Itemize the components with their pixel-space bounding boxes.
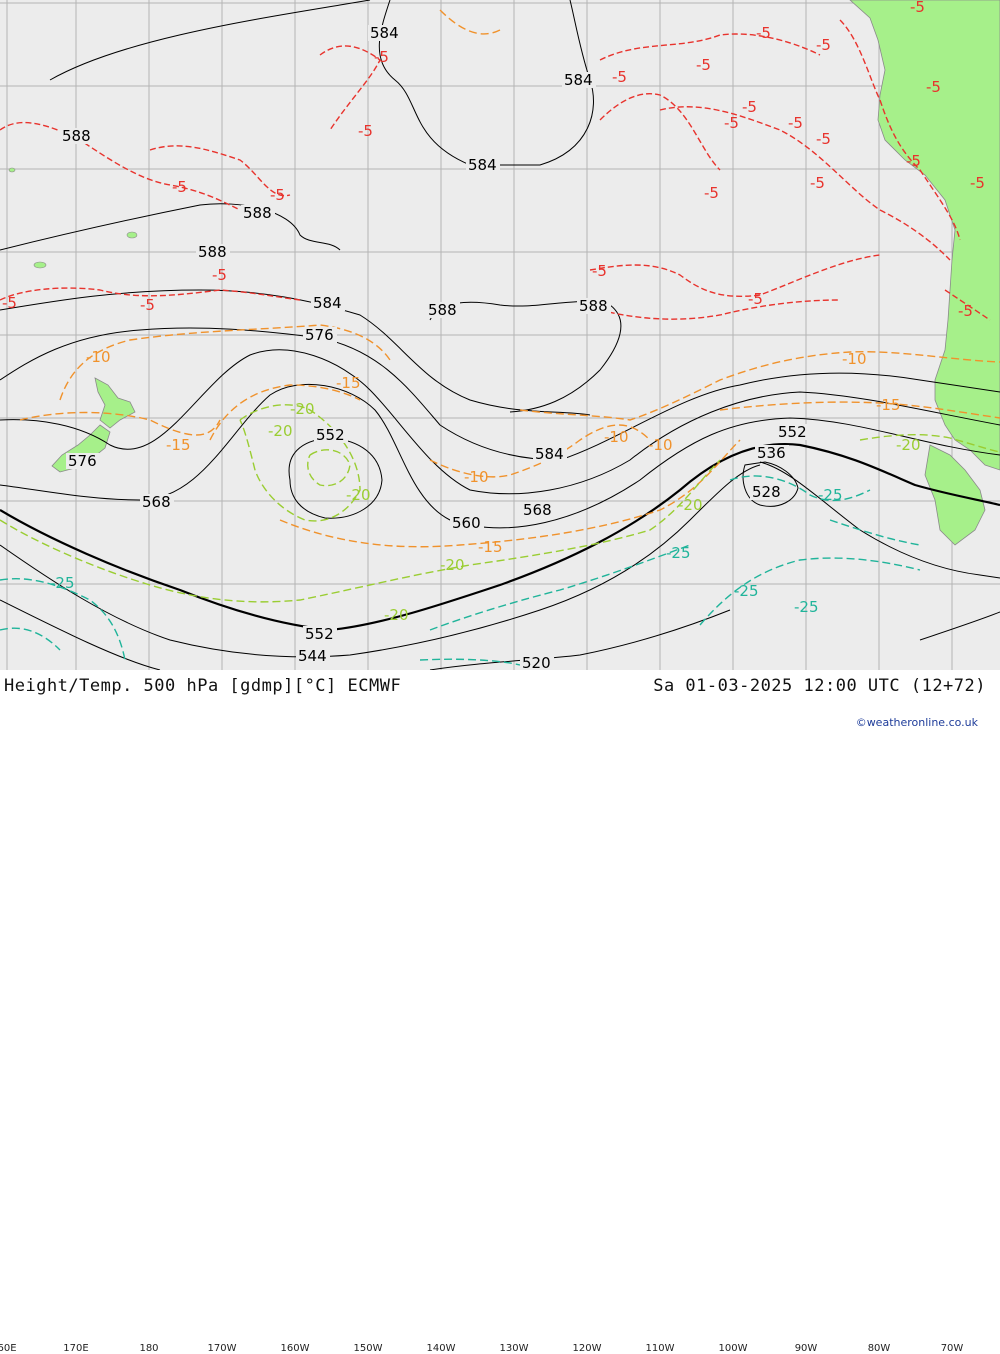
temperature-labels: -5 -5 -5 -5 -5 -5 -5 -5 -5 -5 -5 -5 -5 -…	[2, 0, 985, 624]
temp-label: -25	[666, 544, 691, 562]
longitude-label: 180	[139, 1343, 159, 1354]
temp-label: -5	[704, 184, 719, 202]
temp-label: -5	[810, 174, 825, 192]
temp-label: -5	[970, 174, 985, 192]
temp-label: -5	[270, 186, 285, 204]
temp-contours-minus25	[0, 475, 921, 666]
longitude-label: 90W	[794, 1343, 818, 1354]
height-label: 588	[579, 297, 608, 315]
temp-label: -20	[384, 606, 409, 624]
height-label: 576	[305, 326, 334, 344]
temp-contours-minus10-15	[19, 9, 1000, 548]
height-label: 584	[468, 156, 497, 174]
temp-label: -10	[464, 468, 489, 486]
longitude-label: 110W	[645, 1343, 675, 1354]
credit-link[interactable]: ©weatheronline.co.uk	[855, 716, 978, 729]
temp-label: -15	[478, 538, 503, 556]
temp-label: -20	[896, 436, 921, 454]
height-label: 584	[313, 294, 342, 312]
temp-label: -10	[604, 428, 629, 446]
height-label: 584	[564, 71, 593, 89]
longitude-label: 80W	[867, 1343, 891, 1354]
temp-label: -5	[374, 48, 389, 66]
temp-label: -5	[748, 290, 763, 308]
longitude-label: 70W	[940, 1343, 964, 1354]
longitude-label: 60E	[0, 1343, 17, 1354]
temp-label: -25	[818, 486, 843, 504]
height-label: 588	[243, 204, 272, 222]
temp-label: -5	[592, 262, 607, 280]
south-america-land	[849, 0, 1000, 471]
temp-label: -25	[734, 582, 759, 600]
height-label: 568	[523, 501, 552, 519]
temp-label: -10	[86, 348, 111, 366]
lat-lon-grid	[0, 0, 1000, 670]
height-label: 544	[298, 647, 327, 665]
pacific-islands	[8, 167, 138, 269]
height-label: 588	[198, 243, 227, 261]
weather-map: 584 584 584 584 584 588 588 588 588 588 …	[0, 0, 1000, 670]
temp-label: -5	[212, 266, 227, 284]
temp-label: -20	[290, 400, 315, 418]
temp-label: -20	[440, 556, 465, 574]
longitude-label: 100W	[718, 1343, 748, 1354]
temp-label: -15	[336, 374, 361, 392]
height-label: 568	[142, 493, 171, 511]
temp-label: -5	[906, 152, 921, 170]
height-label: 576	[68, 452, 97, 470]
temp-label: -5	[958, 302, 973, 320]
height-label: 552	[316, 426, 345, 444]
temp-label: -25	[50, 574, 75, 592]
temp-label: -5	[358, 122, 373, 140]
height-label: 588	[428, 301, 457, 319]
longitude-label: 120W	[572, 1343, 602, 1354]
height-label: 528	[752, 483, 781, 501]
temp-label: -20	[346, 486, 371, 504]
temp-label: -20	[678, 496, 703, 514]
height-label: 584	[535, 445, 564, 463]
longitude-label: 170W	[207, 1343, 237, 1354]
temp-label: -5	[756, 24, 771, 42]
temp-label: -5	[742, 98, 757, 116]
longitude-label: 130W	[499, 1343, 529, 1354]
temp-label: -5	[612, 68, 627, 86]
temp-label: -25	[794, 598, 819, 616]
longitude-label: 140W	[426, 1343, 456, 1354]
temp-label: -5	[140, 296, 155, 314]
temp-label: -5	[926, 78, 941, 96]
height-label: 584	[370, 24, 399, 42]
longitude-label: 150W	[353, 1343, 383, 1354]
temp-label: -5	[2, 294, 17, 312]
height-label: 536	[757, 444, 786, 462]
temp-label: -5	[816, 130, 831, 148]
temp-label: -20	[268, 422, 293, 440]
temp-label: -10	[842, 350, 867, 368]
height-labels: 584 584 584 584 584 588 588 588 588 588 …	[60, 24, 810, 670]
height-label: 588	[62, 127, 91, 145]
height-label: 520	[522, 654, 551, 670]
height-label: 560	[452, 514, 481, 532]
temp-label: -5	[788, 114, 803, 132]
temp-label: -15	[876, 396, 901, 414]
longitude-label: 160W	[280, 1343, 310, 1354]
height-label: 552	[305, 625, 334, 643]
temp-label: -5	[816, 36, 831, 54]
temp-label: -15	[166, 436, 191, 454]
map-canvas: 584 584 584 584 584 588 588 588 588 588 …	[0, 0, 1000, 670]
temp-label: -10	[648, 436, 673, 454]
temp-contours-minus20	[0, 404, 1000, 603]
temp-contours-minus5	[0, 19, 991, 321]
map-valid-time: Sa 01-03-2025 12:00 UTC (12+72)	[653, 676, 986, 696]
temp-label: -5	[910, 0, 925, 16]
height-label: 552	[778, 423, 807, 441]
temp-label: -5	[724, 114, 739, 132]
map-title: Height/Temp. 500 hPa [gdmp][°C] ECMWF	[4, 676, 402, 696]
longitude-label: 170E	[63, 1343, 89, 1354]
new-zealand-north-island	[94, 377, 136, 429]
temp-label: -5	[696, 56, 711, 74]
temp-label: -5	[172, 178, 187, 196]
